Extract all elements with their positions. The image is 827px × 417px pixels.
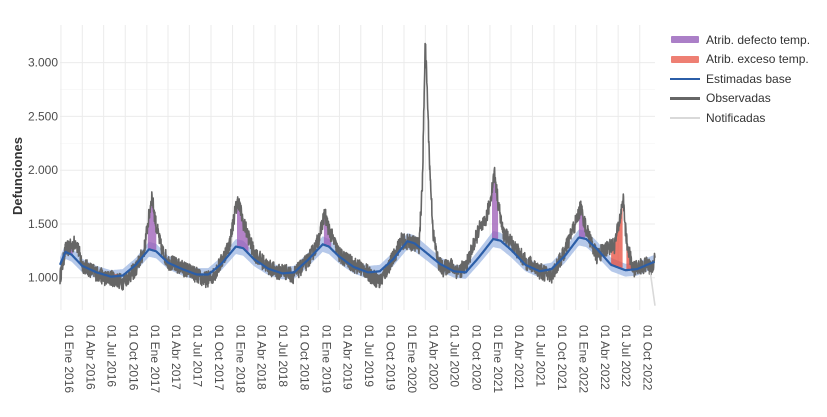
attribution-area [578, 201, 585, 239]
x-tick-label: 01 Ene 2017 [148, 325, 162, 393]
y-tick-label: 1.500 [28, 217, 58, 231]
y-axis-title: Defunciones [10, 137, 25, 215]
x-axis-ticks: 01 Ene 2016 01 Abr 2016 01 Jul 2016 01 Oct … [62, 325, 655, 393]
legend-key-observadas [670, 89, 700, 108]
x-tick-label: 01 Jul 2016 [105, 325, 119, 387]
y-axis-ticks: 1.000 1.500 2.000 2.500 3.000 [28, 56, 58, 285]
legend-item: Observadas [670, 89, 810, 109]
x-tick-label: 01 Oct 2022 [641, 325, 655, 391]
series-lines [58, 42, 656, 306]
legend-key-defecto [670, 30, 700, 49]
y-tick-label: 2.000 [28, 163, 58, 177]
notified-line [649, 272, 656, 306]
x-tick-label: 01 Jul 2022 [619, 325, 633, 387]
x-tick-label: 01 Oct 2016 [126, 325, 140, 391]
baseline-line [58, 236, 655, 278]
x-tick-label: 01 Oct 2020 [469, 325, 483, 391]
x-tick-label: 01 Ene 2016 [62, 325, 76, 393]
legend-label: Estimadas base [706, 71, 792, 86]
y-tick-label: 2.500 [28, 109, 58, 123]
legend-key-exceso [670, 50, 700, 69]
x-tick-label: 01 Oct 2019 [383, 325, 397, 391]
y-tick-label: 1.000 [28, 271, 58, 285]
x-tick-label: 01 Oct 2021 [555, 325, 569, 391]
x-tick-label: 01 Abr 2018 [255, 325, 269, 390]
x-tick-label: 01 Ene 2020 [405, 325, 419, 393]
x-tick-label: 01 Jul 2019 [362, 325, 376, 387]
x-tick-label: 01 Jul 2021 [533, 325, 547, 387]
x-tick-label: 01 Abr 2016 [83, 325, 97, 390]
x-tick-label: 01 Oct 2017 [212, 325, 226, 391]
x-tick-label: 01 Abr 2019 [340, 325, 354, 390]
legend-key-notificadas [670, 108, 700, 127]
x-tick-label: 01 Ene 2019 [319, 325, 333, 393]
x-tick-label: 01 Ene 2021 [491, 325, 505, 393]
legend-label: Atrib. defecto temp. [706, 32, 811, 47]
legend-item: Estimadas base [670, 69, 810, 89]
legend-label: Observadas [706, 91, 771, 106]
x-tick-label: 01 Jul 2017 [190, 325, 204, 387]
x-tick-label: 01 Ene 2022 [577, 325, 591, 393]
legend-item: Atrib. exceso temp. [670, 50, 810, 70]
x-tick-label: 01 Ene 2018 [234, 325, 248, 393]
x-tick-label: 01 Jul 2018 [276, 325, 290, 387]
x-tick-label: 01 Jul 2020 [448, 325, 462, 387]
legend-label: Atrib. exceso temp. [706, 52, 809, 67]
x-tick-label: 01 Oct 2018 [298, 325, 312, 391]
legend: Atrib. defecto temp. Atrib. exceso temp.… [670, 30, 810, 128]
x-tick-label: 01 Abr 2020 [426, 325, 440, 390]
x-tick-label: 01 Abr 2017 [169, 325, 183, 390]
attribution-area [147, 191, 157, 252]
legend-item: Atrib. defecto temp. [670, 30, 810, 50]
x-tick-label: 01 Abr 2021 [512, 325, 526, 390]
y-tick-label: 3.000 [28, 56, 58, 70]
observed-line [59, 42, 656, 291]
legend-key-estimadas [670, 69, 700, 88]
legend-item: Notificadas [670, 108, 810, 128]
x-tick-label: 01 Abr 2022 [598, 325, 612, 390]
legend-label: Notificadas [706, 110, 766, 125]
